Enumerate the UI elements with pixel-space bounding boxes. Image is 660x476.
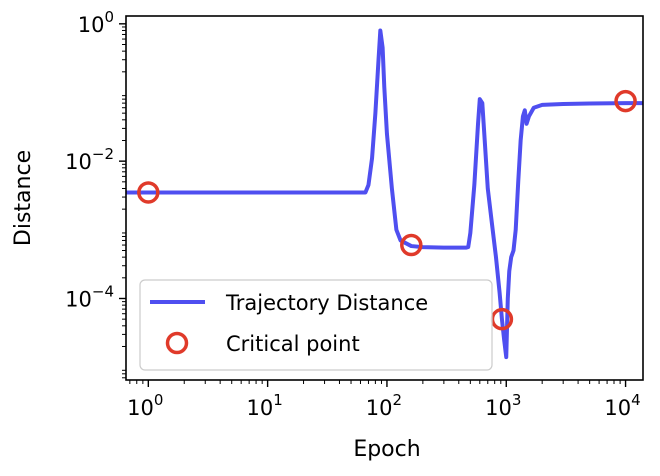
- y-axis: 10−4 10−2 100: [65, 8, 126, 379]
- legend-label-trajectory: Trajectory Distance: [225, 291, 428, 315]
- legend: Trajectory Distance Critical point: [139, 279, 493, 371]
- y-tick-label: 10−2: [65, 145, 114, 174]
- x-tick-label: 103: [485, 391, 521, 420]
- x-axis-label: Epoch: [353, 437, 420, 462]
- x-tick-exponent: 3: [512, 391, 522, 409]
- trajectory-distance-line: [126, 28, 643, 360]
- legend-swatch-critical-point: [165, 331, 189, 355]
- x-tick-exponent: 2: [393, 391, 403, 409]
- y-tick-exponent: −2: [92, 145, 114, 163]
- x-axis: 100 101 102 103 104: [127, 380, 641, 420]
- y-tick-exponent: 0: [104, 8, 114, 26]
- plot-frame: [125, 15, 644, 381]
- x-tick-exponent: 1: [273, 391, 283, 409]
- x-tick-exponent: 0: [154, 391, 164, 409]
- y-axis-label: Distance: [11, 150, 36, 246]
- critical-point-marker: [137, 181, 160, 204]
- critical-point-marker: [614, 89, 637, 113]
- y-tick-exponent: −4: [92, 282, 114, 300]
- x-tick-label: 104: [604, 391, 640, 420]
- critical-points-layer: [137, 89, 637, 331]
- critical-point-marker: [400, 233, 423, 257]
- legend-box: [139, 279, 493, 371]
- series-layer: [126, 28, 643, 360]
- x-tick-exponent: 4: [631, 391, 641, 409]
- x-tick-label: 101: [246, 391, 282, 420]
- legend-label-critical-point: Critical point: [226, 332, 360, 356]
- y-tick-label: 10−4: [65, 282, 114, 311]
- x-tick-label: 102: [366, 391, 402, 420]
- x-tick-label: 100: [127, 391, 163, 420]
- y-tick-label: 100: [78, 8, 114, 37]
